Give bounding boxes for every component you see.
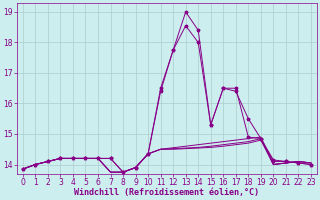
X-axis label: Windchill (Refroidissement éolien,°C): Windchill (Refroidissement éolien,°C) xyxy=(74,188,260,197)
